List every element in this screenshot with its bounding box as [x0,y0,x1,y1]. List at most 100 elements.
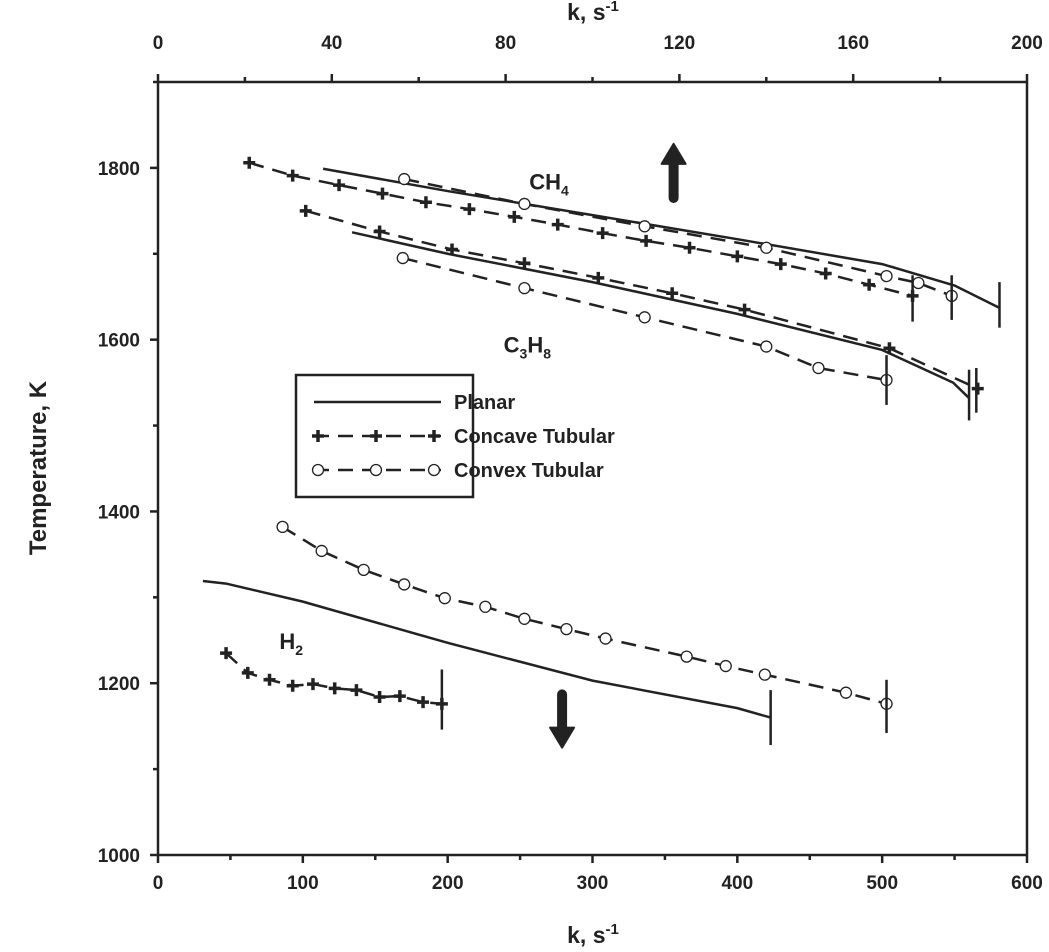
species-label: C3H8 [504,333,552,362]
data-point-plus [419,196,432,209]
y-tick-label: 1000 [98,846,140,867]
legend-marker-plus [312,430,324,442]
data-point-plus [738,303,751,316]
data-point-circle [599,632,612,645]
series-line [281,525,887,706]
legend-marker-circle [427,463,441,477]
series-c3h8-planar [351,231,970,399]
data-point-plus [592,271,605,284]
data-point-circle [680,650,693,663]
data-point-circle [518,612,531,625]
data-point-circle [812,361,825,375]
series-line [322,167,1001,310]
series-line [248,161,913,298]
data-point-plus [243,156,256,169]
x-tick-label: 500 [866,873,898,894]
legend-label: Convex Tubular [454,460,604,482]
arrow-head [660,142,687,165]
legend-entry: Planar [314,392,515,414]
data-point-plus [286,169,299,182]
x-tick-label: 200 [432,873,464,894]
x-top-tick-label: 120 [664,33,696,54]
data-point-circle [357,563,370,576]
series-group: CH4 C3H8 H2 [202,142,1001,749]
x-axis-title-top: k, s-1 [567,0,619,25]
x-top-tick-label: 40 [321,33,342,54]
data-point-plus [508,210,521,223]
x-tick-label: 0 [153,873,164,894]
legend: Planar Concave Tubular Convex Tubular [294,373,615,499]
data-point-plus [350,684,363,697]
data-point-circle [719,659,732,673]
data-point-circle [438,592,451,605]
data-point-plus [376,187,389,200]
series-h2-convex-tubular [276,520,893,710]
data-point-circle [398,172,411,186]
y-tick-label: 1800 [98,159,140,180]
data-point-plus [774,258,787,271]
data-point-circle [760,241,773,254]
series-line [225,652,442,706]
x-axis-title-bottom: k, s-1 [567,921,619,948]
series-line [305,209,979,390]
data-point-plus [241,666,254,679]
legend-marker-circle [311,463,325,477]
species-label: CH4 [529,169,569,198]
data-point-circle [518,281,531,295]
series-h2-concave-tubular [220,647,448,710]
data-point-circle [398,578,411,591]
arrow-up-icon [660,142,687,203]
x-tick-label: 600 [1011,873,1043,894]
data-point-plus [220,647,233,660]
x-top-tick-label: 160 [837,33,869,54]
legend-label: Planar [454,392,515,414]
x-top-tick-label: 0 [153,33,164,54]
data-point-circle [758,668,772,681]
x-top-tick-label: 80 [495,33,516,54]
data-point-plus [883,342,896,355]
series-ch4-planar [322,167,1001,310]
data-point-circle [638,220,651,233]
data-point-plus [666,287,679,300]
data-point-circle [912,276,925,290]
data-point-plus [731,250,744,263]
data-point-plus [683,241,696,254]
data-point-plus [551,218,564,231]
data-point-plus [333,179,346,192]
legend-label: Concave Tubular [454,426,615,448]
data-point-plus [819,267,832,280]
data-point-plus [286,679,299,692]
legend-marker-plus [428,430,440,442]
data-point-circle [276,520,289,534]
data-point-circle [880,269,893,283]
x-tick-label: 300 [577,873,609,894]
legend-entry: Convex Tubular [311,460,604,482]
data-point-plus [640,234,653,247]
data-point-plus [299,204,312,217]
legend-marker-plus [370,430,382,442]
data-point-plus [596,227,609,240]
series-h2-planar [202,579,771,719]
data-point-plus [863,278,876,291]
data-point-circle [315,544,328,558]
data-point-circle [479,600,492,613]
x-tick-label: 100 [287,873,319,894]
data-point-circle [518,197,531,211]
data-point-plus [373,225,386,238]
data-point-circle [638,311,651,324]
legend-entry: Concave Tubular [312,426,615,448]
arrow-head [549,726,576,749]
data-point-plus [446,243,459,256]
data-point-plus [328,682,341,695]
series-line [402,256,887,382]
data-point-circle [560,622,573,636]
y-axis-title: Temperature, K [25,380,52,555]
data-point-plus [393,690,406,703]
data-point-plus [971,382,984,395]
data-point-plus [306,678,319,691]
x-top-tick-label: 200 [1011,33,1043,54]
y-tick-label: 1600 [98,331,140,352]
data-point-circle [839,686,853,699]
data-point-circle [760,340,773,353]
